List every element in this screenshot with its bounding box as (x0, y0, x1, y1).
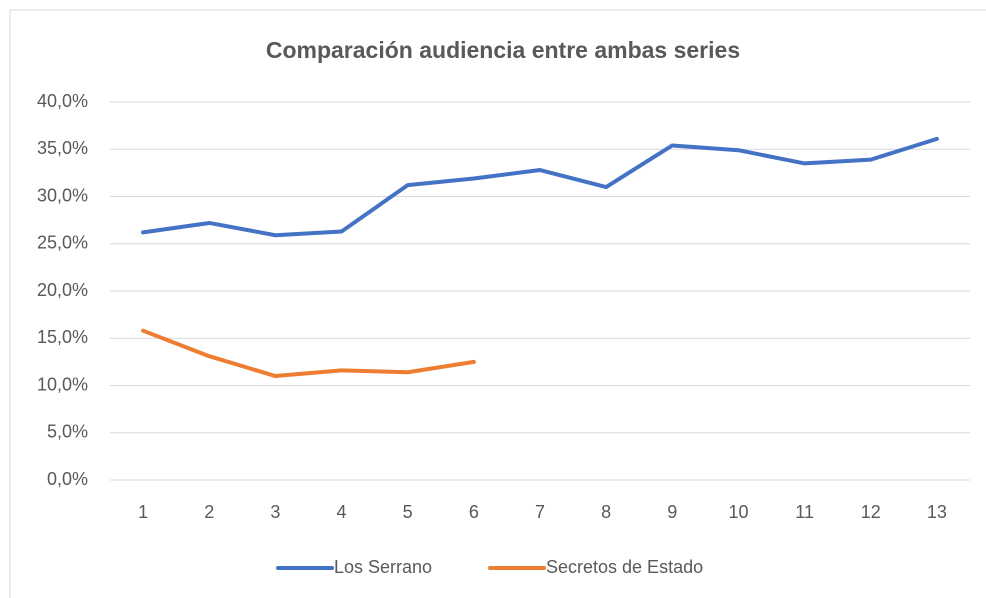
y-tick-label: 30,0% (37, 185, 88, 205)
series-line (141, 136, 939, 238)
y-tick-label: 35,0% (37, 138, 88, 158)
legend-label: Secretos de Estado (546, 557, 703, 577)
x-tick-label: 10 (728, 502, 748, 522)
y-tick-label: 20,0% (37, 280, 88, 300)
series-line (141, 328, 476, 379)
x-tick-label: 11 (795, 502, 814, 522)
x-tick-label: 6 (469, 502, 479, 522)
x-tick-label: 1 (138, 502, 148, 522)
y-tick-label: 0,0% (47, 469, 88, 489)
x-tick-label: 12 (861, 502, 881, 522)
chart-border (9, 9, 986, 598)
y-tick-label: 5,0% (47, 422, 88, 442)
x-tick-label: 4 (337, 502, 347, 522)
legend-label: Los Serrano (334, 557, 432, 577)
x-tick-label: 9 (667, 502, 677, 522)
y-tick-label: 10,0% (37, 374, 88, 394)
x-tick-label: 5 (403, 502, 413, 522)
chart-title: Comparación audiencia entre ambas series (266, 37, 740, 63)
y-tick-label: 25,0% (37, 233, 88, 253)
x-tick-label: 7 (535, 502, 545, 522)
x-tick-label: 3 (270, 502, 280, 522)
x-tick-label: 13 (927, 502, 947, 522)
x-tick-label: 8 (601, 502, 611, 522)
x-tick-label: 2 (204, 502, 214, 522)
y-tick-label: 15,0% (37, 327, 88, 347)
y-tick-label: 40,0% (37, 91, 88, 111)
